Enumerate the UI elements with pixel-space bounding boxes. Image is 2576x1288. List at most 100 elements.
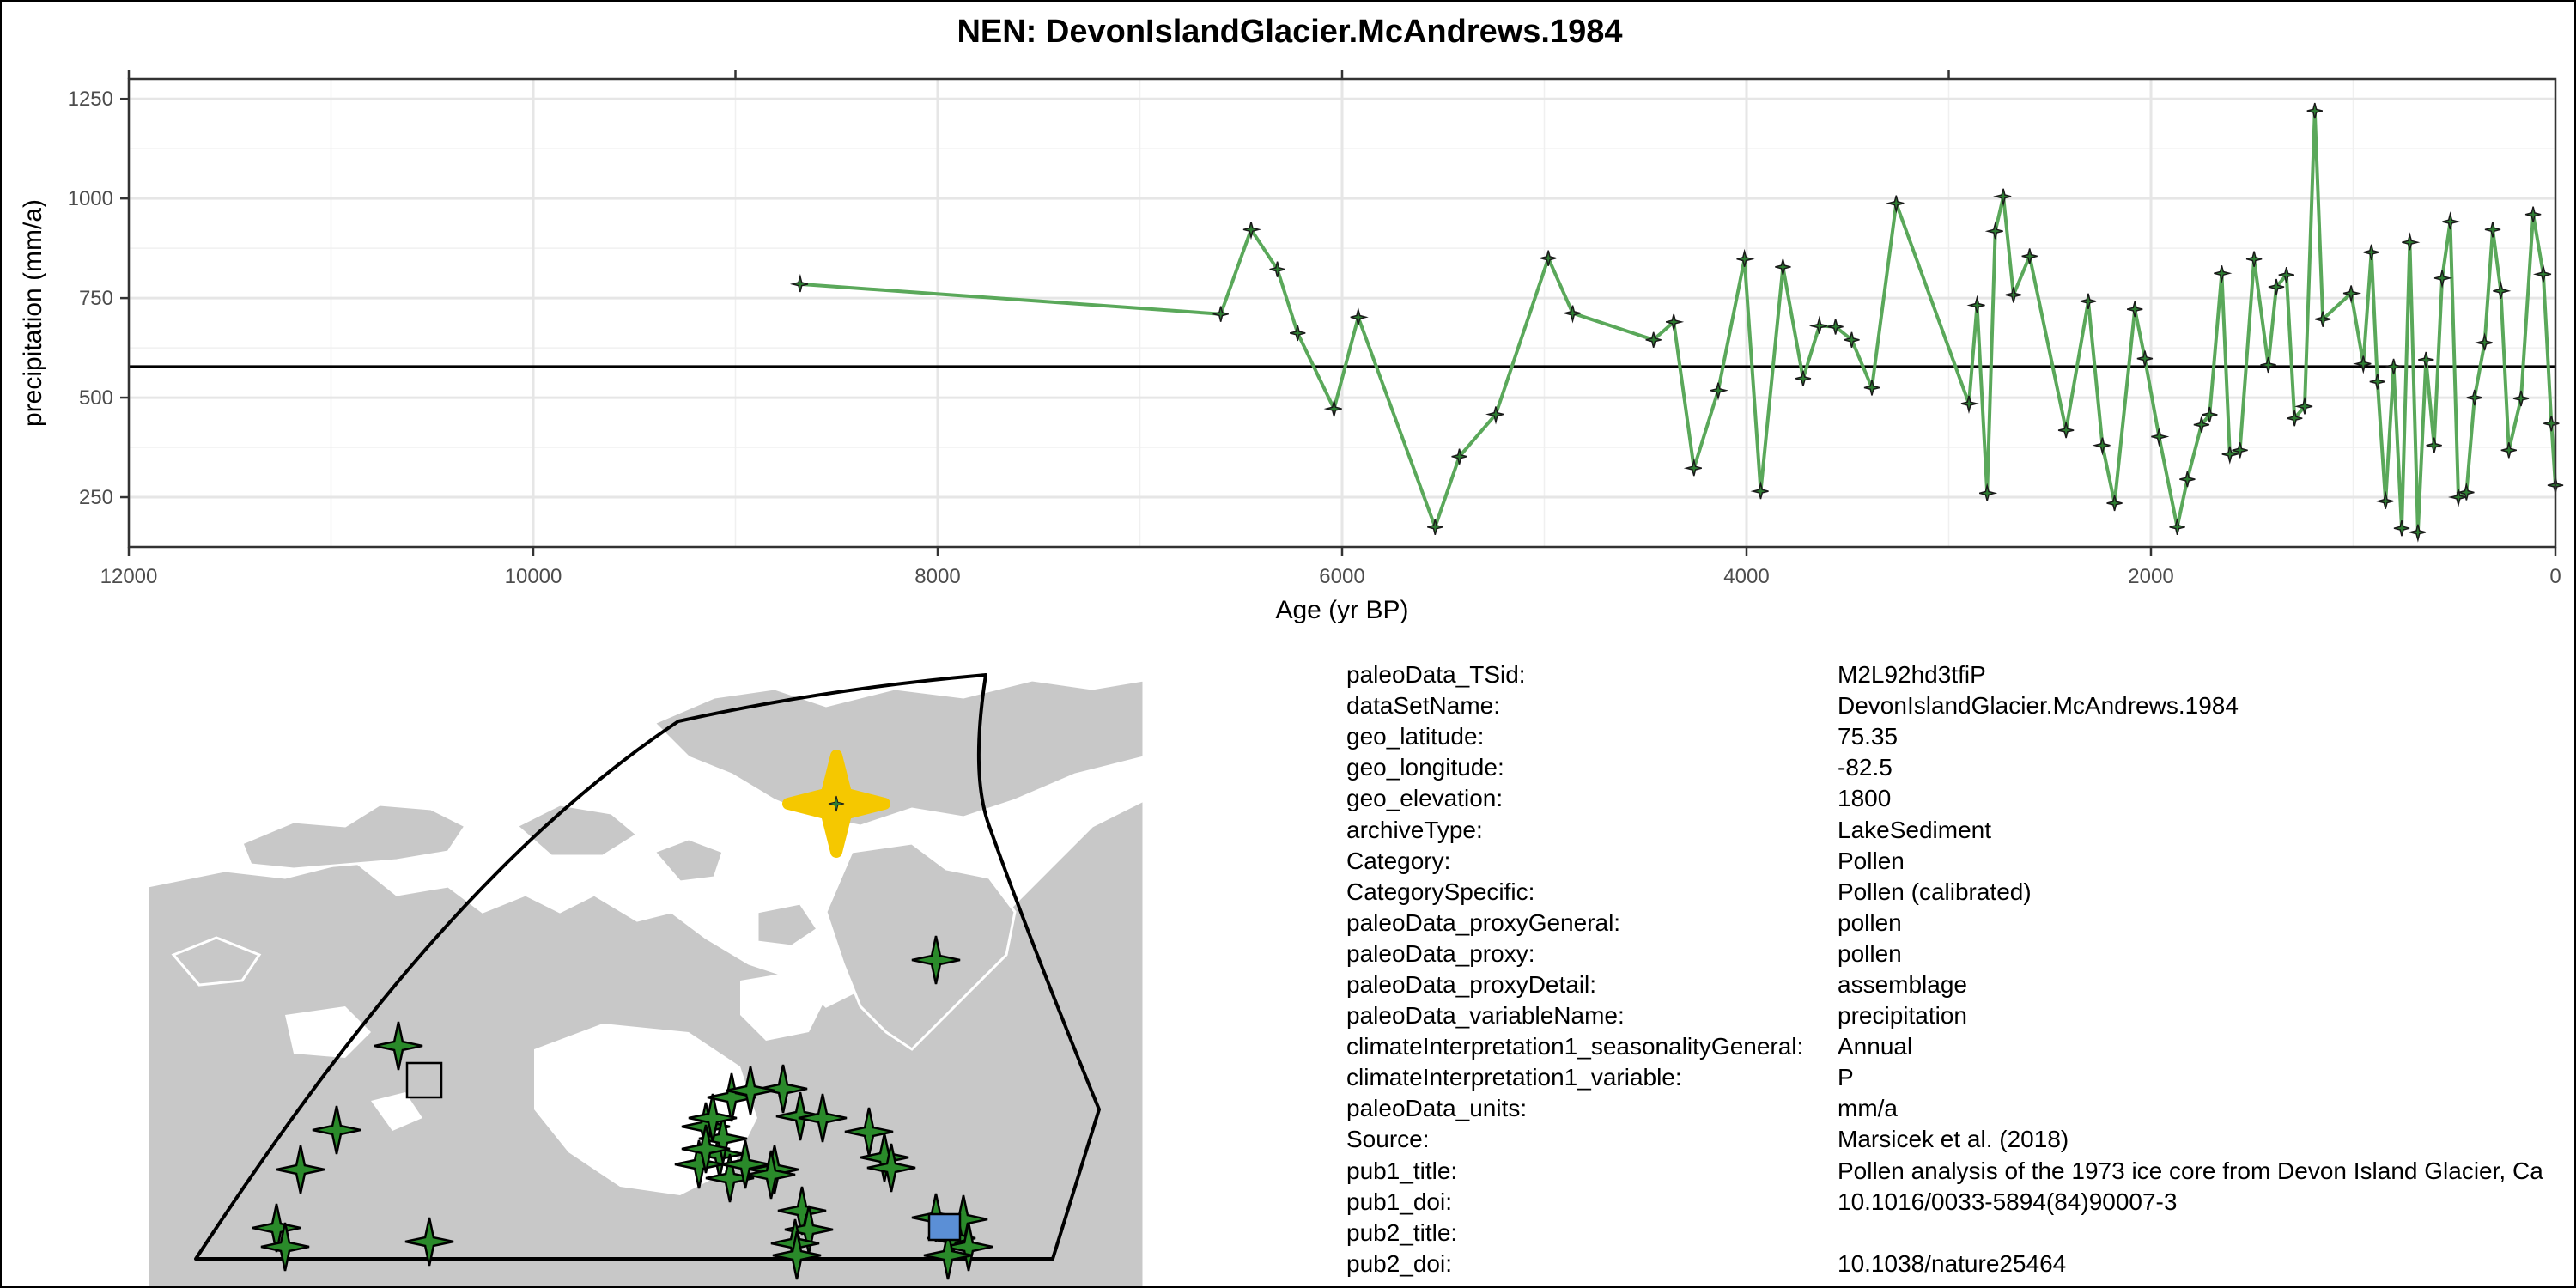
data-points — [789, 102, 2564, 543]
metadata-row: paleoData_units: mm/a — [1346, 1093, 2543, 1124]
metadata-key: paleoData_units: — [1346, 1095, 1528, 1122]
site-marker-star — [705, 1153, 755, 1203]
data-point — [2512, 390, 2530, 407]
x-tick-labels: 12000 10000 8000 6000 4000 2000 0 — [100, 565, 2561, 588]
data-point — [2021, 248, 2038, 264]
data-point — [2169, 519, 2185, 535]
data-point — [1775, 258, 1791, 276]
data-point — [1645, 331, 1662, 348]
data-point — [2433, 270, 2453, 289]
metadata-key: Category: — [1346, 847, 1451, 874]
data-point — [2127, 301, 2143, 318]
metadata-table: paleoData_TSid: M2L92hd3tfiP dataSetName: D… — [1346, 659, 2543, 1279]
data-point — [2418, 351, 2434, 368]
metadata-row: geo_longitude: -82.5 — [1346, 752, 2543, 783]
metadata-value: LakeSediment — [1838, 816, 1992, 843]
metadata-row: geo_latitude: 75.35 — [1346, 721, 2543, 752]
x-tick-label: 4000 — [1723, 565, 1769, 588]
y-tick-label: 1250 — [68, 88, 113, 111]
site-marker-star — [911, 935, 961, 985]
site-marker-star — [681, 1124, 731, 1174]
metadata-key: pub2_doi: — [1346, 1249, 1453, 1277]
data-point — [2005, 287, 2022, 303]
data-point — [2369, 374, 2385, 390]
y-axis-title: precipitation (mm/a) — [19, 199, 47, 427]
data-point — [2193, 416, 2210, 433]
metadata-key: archiveType: — [1346, 816, 1483, 843]
metadata-value: DevonIslandGlacier.McAndrews.1984 — [1838, 692, 2239, 720]
metadata-key: Source: — [1346, 1126, 1430, 1153]
metadata-value: Pollen (calibrated) — [1838, 878, 2032, 905]
metadata-row: Source: Marsicek et al. (2018) — [1346, 1124, 2543, 1155]
site-marker-star — [798, 1093, 848, 1143]
metadata-row: paleoData_proxyDetail: assemblage — [1346, 969, 2543, 1000]
northern-island-land — [652, 678, 1144, 828]
data-point — [2287, 410, 2303, 427]
arctic-island-land — [171, 936, 262, 987]
data-point — [2363, 244, 2379, 260]
data-point — [1485, 406, 1504, 425]
y-tick-labels: 250 500 750 1000 1250 — [68, 88, 113, 509]
y-tick-label: 1000 — [68, 187, 113, 210]
metadata-row: pub1_doi: 10.1016/0033-5894(84)90007-3 — [1346, 1187, 2543, 1218]
metadata-row: geo_elevation: 1800 — [1346, 783, 2543, 814]
data-point — [2278, 267, 2294, 283]
data-point — [1666, 313, 1685, 332]
data-point — [2500, 442, 2517, 459]
arctic-island-land — [514, 803, 640, 858]
data-point — [2136, 350, 2154, 367]
metadata-value: precipitation — [1838, 1002, 1967, 1030]
metadata-row: pub1_title: Pollen analysis of the 1973 i… — [1346, 1156, 2543, 1187]
data-point — [1451, 448, 1467, 465]
data-point — [1844, 331, 1860, 348]
lake-water — [285, 1006, 371, 1058]
gray-square-marker — [405, 1061, 443, 1099]
chart-plot: 12000 10000 8000 6000 4000 2000 0 250 500 750 100… — [19, 70, 2564, 624]
metadata-row: pub2_doi: 10.1038/nature25464 — [1346, 1249, 2543, 1279]
x-tick-label: 8000 — [914, 565, 960, 588]
metadata-value — [1838, 1218, 2543, 1249]
data-point — [2456, 482, 2475, 501]
metadata-value: pollen — [1838, 908, 1902, 936]
data-point — [1212, 306, 1229, 322]
site-marker-star — [404, 1217, 454, 1267]
data-point — [1863, 380, 1880, 396]
metadata-row: pub2_title: — [1346, 1218, 2543, 1249]
metadata-value: Annual — [1838, 1033, 1913, 1060]
data-point — [2080, 293, 2097, 309]
metadata-key: geo_latitude: — [1346, 723, 1485, 750]
site-marker-star — [775, 1091, 825, 1141]
metadata-row: archiveType: LakeSediment — [1346, 814, 2543, 845]
data-point — [2532, 264, 2552, 283]
site-marker-star — [772, 1230, 822, 1280]
data-point — [1736, 248, 1755, 267]
x-axis-title: Age (yr BP) — [1275, 596, 1408, 624]
arctic-island-land — [756, 902, 820, 948]
metadata-value: assemblage — [1838, 970, 1967, 998]
data-point — [2092, 437, 2111, 456]
x-tick-label: 10000 — [505, 565, 562, 588]
metadata-value: P — [1838, 1064, 1854, 1091]
x-tick-label: 0 — [2549, 565, 2561, 588]
highlight-site-marker — [782, 750, 890, 858]
data-point — [2353, 355, 2372, 374]
data-point — [1290, 325, 1306, 342]
data-point — [2202, 406, 2218, 423]
site-marker-star — [276, 1145, 325, 1194]
metadata-row: climateInterpretation1_variable: P — [1346, 1062, 2543, 1093]
metadata-value: mm/a — [1838, 1095, 1898, 1122]
metadata-key: pub1_title: — [1346, 1157, 1458, 1184]
data-point — [2221, 446, 2240, 465]
data-point — [2268, 278, 2285, 295]
data-point — [1683, 458, 1702, 477]
data-point — [1750, 481, 1769, 500]
data-point — [2342, 285, 2362, 304]
metadata-key: geo_elevation: — [1346, 785, 1504, 812]
site-marker-star — [720, 1139, 770, 1189]
data-point — [1350, 307, 1369, 325]
x-tick-label: 2000 — [2128, 565, 2173, 588]
foxe-basin-water — [740, 972, 826, 1041]
site-marker-star — [746, 1150, 796, 1200]
data-point — [2106, 495, 2123, 512]
